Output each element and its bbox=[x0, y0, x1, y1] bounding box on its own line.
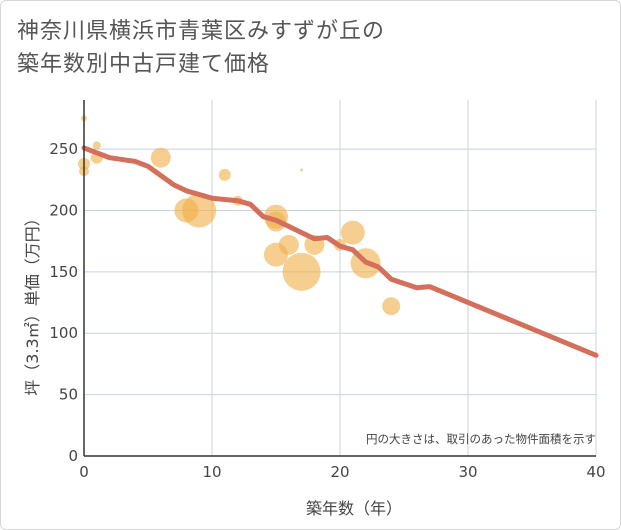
x-tick-label: 30 bbox=[458, 463, 477, 481]
x-tick-label: 10 bbox=[202, 463, 221, 481]
y-axis-title: 坪（3.3㎡）単価（万円） bbox=[23, 210, 42, 395]
bubble-layer bbox=[78, 115, 401, 316]
y-tick-label: 250 bbox=[49, 140, 78, 158]
bubble-point bbox=[300, 168, 304, 172]
trend-line bbox=[81, 145, 599, 358]
chart-title: 神奈川県横浜市青葉区みすずが丘の 築年数別中古戸建て価格 bbox=[17, 19, 386, 77]
y-tick-label: 100 bbox=[49, 324, 78, 342]
y-tick-label: 150 bbox=[49, 263, 78, 281]
bubble-size-note: 円の大きさは、取引のあった物件面積を示す bbox=[366, 432, 596, 446]
bubble-point bbox=[278, 234, 299, 255]
y-tick-labels: 0 50 100 150 200 250 bbox=[49, 140, 78, 465]
axes bbox=[83, 100, 596, 457]
y-tick-label: 50 bbox=[59, 386, 78, 404]
x-tick-label: 20 bbox=[330, 463, 349, 481]
y-tick-label: 200 bbox=[49, 201, 78, 219]
x-tick-label: 0 bbox=[79, 463, 89, 481]
bubble-point bbox=[150, 147, 171, 168]
trend-line-layer bbox=[81, 145, 599, 358]
bubble-point bbox=[382, 297, 401, 316]
bubble-point bbox=[340, 220, 365, 245]
grid-lines bbox=[84, 100, 597, 456]
y-tick-label: 0 bbox=[68, 447, 78, 465]
x-tick-labels: 0 10 20 30 40 bbox=[79, 463, 605, 481]
x-tick-label: 40 bbox=[586, 463, 605, 481]
bubble-point bbox=[218, 168, 231, 181]
x-axis-title: 築年数（年） bbox=[306, 499, 402, 518]
bubble-point bbox=[174, 198, 199, 223]
bubble-point bbox=[282, 252, 321, 291]
bubble-point bbox=[92, 141, 101, 150]
